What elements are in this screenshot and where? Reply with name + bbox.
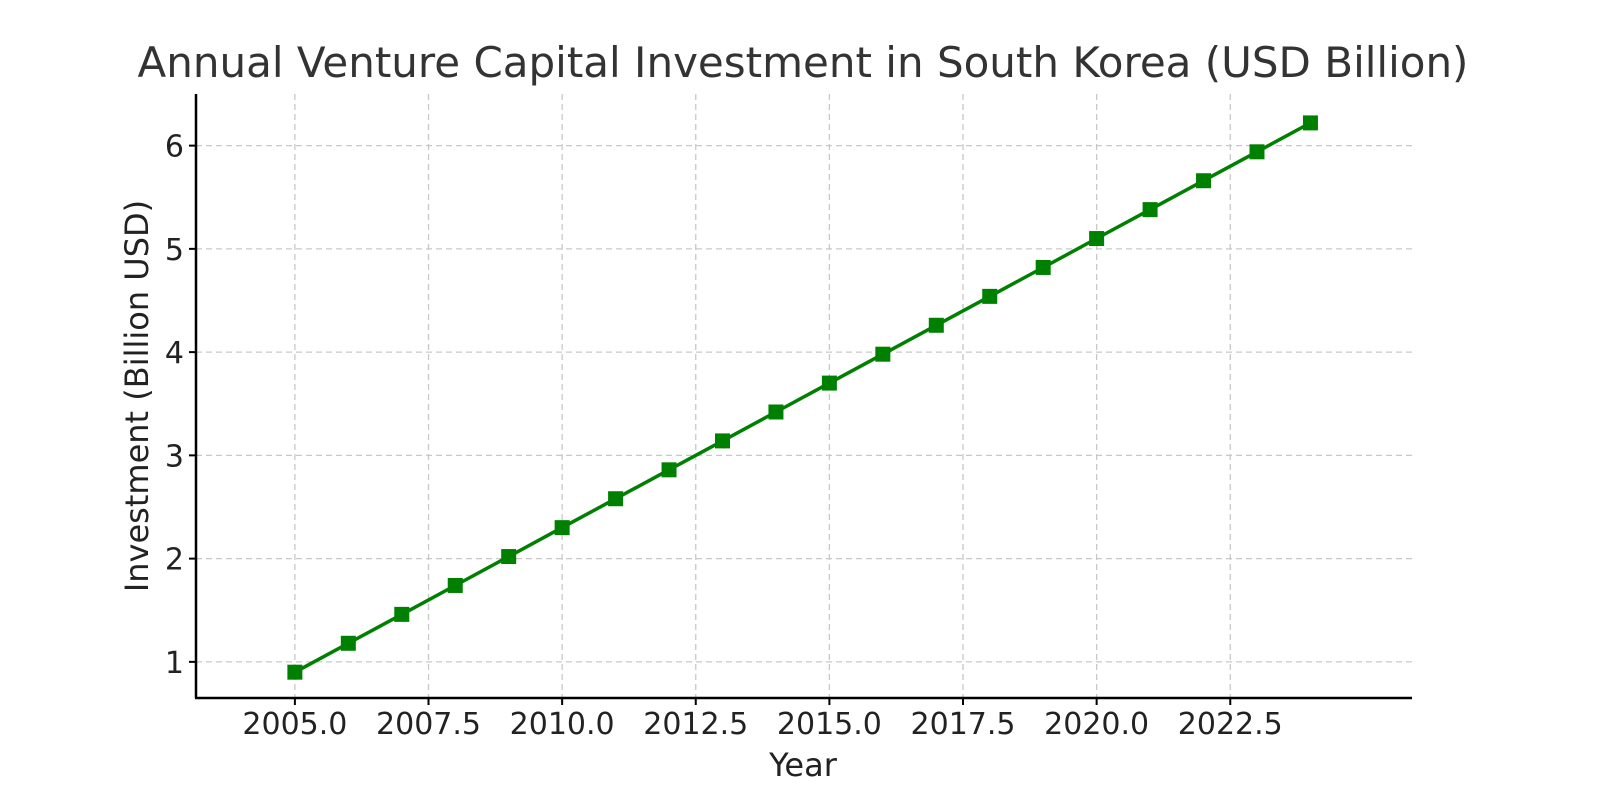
x-tick-label: 2020.0 bbox=[1044, 707, 1149, 742]
data-point bbox=[661, 462, 677, 478]
x-tick-label: 2015.0 bbox=[777, 707, 882, 742]
data-point bbox=[982, 288, 998, 304]
data-point bbox=[714, 433, 730, 449]
data-point bbox=[501, 549, 517, 565]
y-ticks: 1 2 3 4 5 6 bbox=[165, 130, 196, 681]
grid bbox=[196, 94, 1412, 698]
x-tick-label: 2012.5 bbox=[643, 707, 748, 742]
data-point bbox=[608, 491, 624, 507]
data-point bbox=[1089, 231, 1105, 247]
x-ticks: 2005.0 2007.5 2010.0 2012.5 2015.0 2017.5 2020… bbox=[242, 698, 1283, 742]
y-tick-label: 5 bbox=[165, 233, 184, 268]
data-point bbox=[447, 577, 463, 593]
y-tick-label: 6 bbox=[165, 130, 184, 165]
x-tick-label: 2010.0 bbox=[510, 707, 615, 742]
data-point bbox=[875, 346, 891, 362]
y-axis-label: Investment (Billion USD) bbox=[118, 200, 156, 592]
y-tick-label: 2 bbox=[165, 543, 184, 578]
y-tick-label: 3 bbox=[165, 439, 184, 474]
data-point bbox=[928, 317, 944, 333]
x-tick-label: 2022.5 bbox=[1178, 707, 1283, 742]
chart-title: Annual Venture Capital Investment in Sou… bbox=[138, 38, 1469, 87]
x-axis-label: Year bbox=[768, 746, 838, 784]
data-point bbox=[287, 664, 303, 680]
data-point bbox=[1249, 144, 1265, 160]
data-point bbox=[554, 520, 570, 536]
x-tick-label: 2017.5 bbox=[911, 707, 1016, 742]
data-point bbox=[1142, 202, 1158, 218]
data-point bbox=[821, 375, 837, 391]
data-point bbox=[394, 606, 410, 622]
axes bbox=[194, 94, 1412, 700]
data-point bbox=[768, 404, 784, 420]
x-tick-label: 2007.5 bbox=[376, 707, 481, 742]
series-group bbox=[287, 115, 1318, 680]
data-point bbox=[1035, 259, 1051, 275]
data-point bbox=[340, 635, 356, 651]
y-tick-label: 4 bbox=[165, 336, 184, 371]
x-tick-label: 2005.0 bbox=[242, 707, 347, 742]
y-tick-label: 1 bbox=[165, 646, 184, 681]
data-point bbox=[1302, 115, 1318, 131]
data-point bbox=[1196, 173, 1212, 189]
series-line bbox=[294, 121, 1312, 674]
